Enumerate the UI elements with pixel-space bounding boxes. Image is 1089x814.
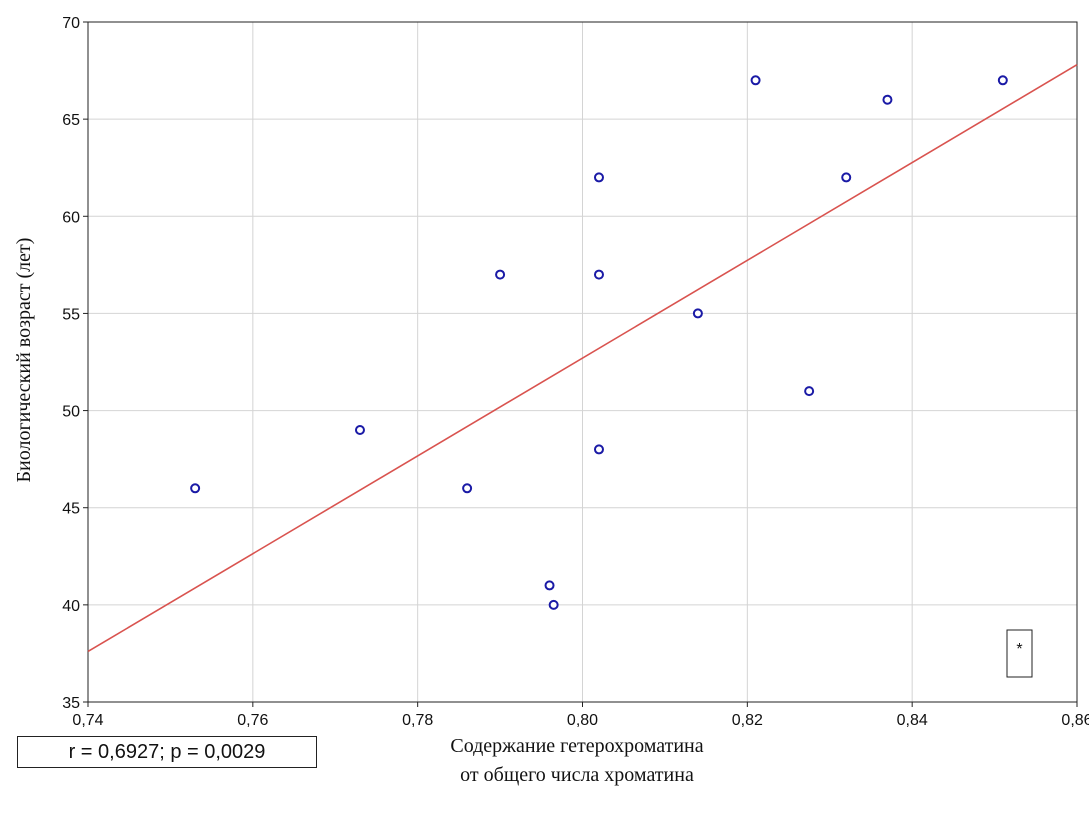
data-point-4 xyxy=(544,580,555,591)
x-tick-label-5: 0,84 xyxy=(897,712,928,729)
y-tick-label-1: 40 xyxy=(62,598,80,615)
y-tick-label-0: 35 xyxy=(62,695,80,712)
data-points xyxy=(190,75,1008,610)
data-point-2 xyxy=(462,483,473,494)
y-tick-label-2: 45 xyxy=(62,501,80,518)
x-tick-label-4: 0,82 xyxy=(732,712,763,729)
data-point-13 xyxy=(882,94,893,105)
grid-lines xyxy=(87,21,1078,703)
x-tick-label-6: 0,86 xyxy=(1061,712,1089,729)
x-axis-ticks: 0,74 0,76 0,78 0,80 0,82 0,84 0,86 xyxy=(72,702,1089,729)
data-point-5 xyxy=(548,599,559,610)
x-tick-label-1: 0,76 xyxy=(237,712,268,729)
x-axis-label-line-1: Содержание гетерохроматина xyxy=(450,735,703,757)
y-tick-label-6: 65 xyxy=(62,112,80,129)
y-tick-label-7: 70 xyxy=(62,15,80,32)
data-point-0 xyxy=(190,483,201,494)
y-axis-label: Биологический возраст (лет) xyxy=(13,238,35,483)
y-tick-label-4: 55 xyxy=(62,306,80,323)
data-point-9 xyxy=(692,308,703,319)
data-point-11 xyxy=(804,386,815,397)
data-point-14 xyxy=(997,75,1008,86)
trend-line xyxy=(87,64,1078,653)
y-tick-label-5: 60 xyxy=(62,209,80,226)
legend-box: * xyxy=(1006,629,1033,678)
data-point-6 xyxy=(593,172,604,183)
legend-marker: * xyxy=(1016,641,1022,658)
data-point-8 xyxy=(593,444,604,455)
x-tick-label-0: 0,74 xyxy=(72,712,103,729)
x-tick-label-3: 0,80 xyxy=(567,712,598,729)
correlation-stats: r = 0,6927; p = 0,0029 xyxy=(17,736,317,768)
data-point-1 xyxy=(354,425,365,435)
data-point-10 xyxy=(750,75,761,86)
data-point-3 xyxy=(495,269,506,280)
data-point-12 xyxy=(841,172,852,183)
x-tick-label-2: 0,78 xyxy=(402,712,433,729)
x-axis-label-line-2: от общего числа хроматина xyxy=(460,764,694,786)
y-tick-label-3: 50 xyxy=(62,404,80,421)
data-point-7 xyxy=(593,269,604,280)
y-axis-ticks: 35 40 45 50 55 60 65 70 xyxy=(62,15,88,712)
